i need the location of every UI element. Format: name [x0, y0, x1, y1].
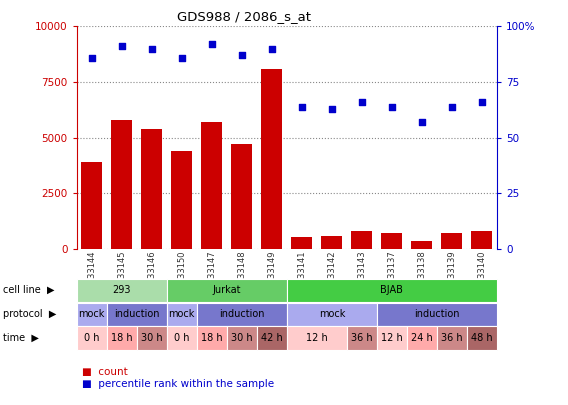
Text: GDS988 / 2086_s_at: GDS988 / 2086_s_at [177, 10, 311, 23]
Text: 48 h: 48 h [471, 333, 493, 343]
Text: 293: 293 [112, 285, 131, 295]
Bar [471, 231, 492, 249]
Text: 0 h: 0 h [84, 333, 99, 343]
Point [207, 41, 216, 47]
Bar [111, 120, 132, 249]
Text: 30 h: 30 h [141, 333, 162, 343]
Text: ■  percentile rank within the sample: ■ percentile rank within the sample [82, 379, 274, 389]
Text: induction: induction [114, 309, 160, 319]
Text: ■  count: ■ count [82, 367, 128, 377]
Bar [382, 233, 402, 249]
Bar [291, 237, 312, 249]
Text: 24 h: 24 h [411, 333, 433, 343]
Bar [352, 231, 373, 249]
Text: protocol  ▶: protocol ▶ [3, 309, 56, 319]
Point [177, 54, 186, 61]
Point [297, 103, 306, 110]
Point [237, 52, 247, 59]
Text: mock: mock [319, 309, 345, 319]
Point [117, 43, 126, 50]
Text: BJAB: BJAB [381, 285, 403, 295]
Point [448, 103, 457, 110]
Bar [81, 162, 102, 249]
Point [417, 119, 427, 126]
Text: 36 h: 36 h [351, 333, 373, 343]
Text: 18 h: 18 h [201, 333, 223, 343]
Point [147, 45, 156, 52]
Bar [141, 129, 162, 249]
Point [327, 106, 336, 112]
Bar [321, 236, 343, 249]
Text: Jurkat: Jurkat [212, 285, 241, 295]
Point [87, 54, 96, 61]
Text: 42 h: 42 h [261, 333, 283, 343]
Text: 12 h: 12 h [306, 333, 328, 343]
Point [268, 45, 277, 52]
Text: induction: induction [219, 309, 265, 319]
Bar [441, 233, 462, 249]
Point [357, 99, 366, 105]
Text: mock: mock [169, 309, 195, 319]
Text: 18 h: 18 h [111, 333, 132, 343]
Point [387, 103, 396, 110]
Text: 12 h: 12 h [381, 333, 403, 343]
Text: 0 h: 0 h [174, 333, 190, 343]
Point [478, 99, 487, 105]
Bar [261, 69, 282, 249]
Text: 30 h: 30 h [231, 333, 253, 343]
Bar [172, 151, 192, 249]
Text: cell line  ▶: cell line ▶ [3, 285, 55, 295]
Text: mock: mock [78, 309, 105, 319]
Bar [411, 241, 432, 249]
Text: time  ▶: time ▶ [3, 333, 39, 343]
Bar [231, 145, 252, 249]
Bar [201, 122, 222, 249]
Text: induction: induction [414, 309, 460, 319]
Text: 36 h: 36 h [441, 333, 463, 343]
